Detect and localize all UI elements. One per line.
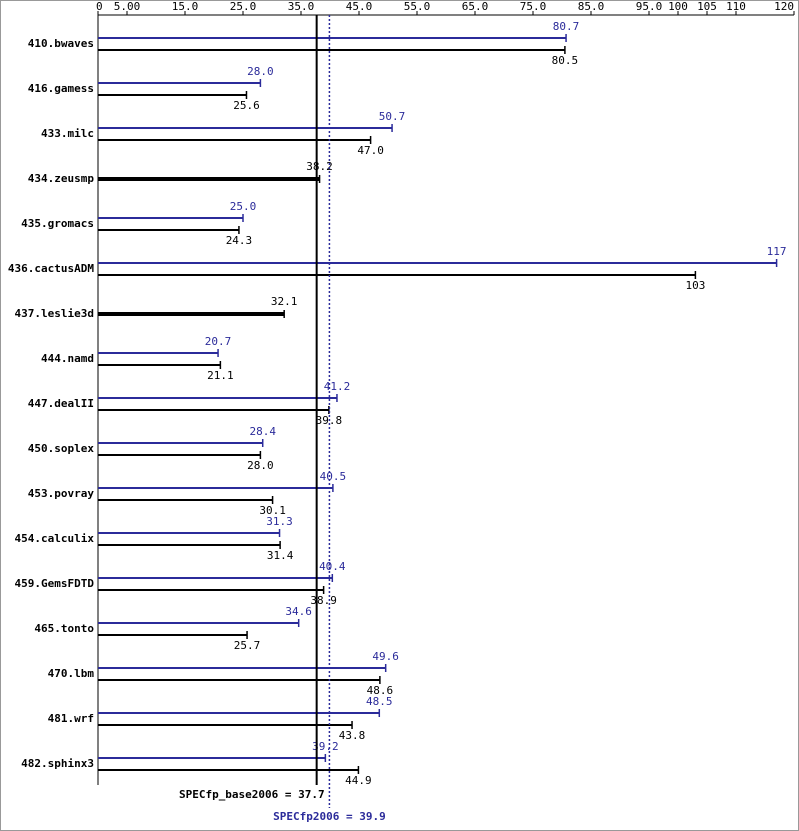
- value-label: 25.7: [234, 639, 261, 652]
- x-tick-label: 25.0: [230, 0, 257, 13]
- value-label: 103: [685, 279, 705, 292]
- x-tick-label: 75.0: [520, 0, 547, 13]
- value-label: 32.1: [271, 295, 298, 308]
- value-label: 31.3: [266, 515, 293, 528]
- x-tick-label: 65.0: [462, 0, 489, 13]
- benchmark-label: 444.namd: [41, 352, 94, 365]
- value-label: 21.1: [207, 369, 234, 382]
- benchmark-label: 459.GemsFDTD: [15, 577, 95, 590]
- benchmark-label: 433.milc: [41, 127, 94, 140]
- benchmark-label: 436.cactusADM: [8, 262, 94, 275]
- value-label: 24.3: [226, 234, 253, 247]
- x-tick-label: 95.0: [636, 0, 663, 13]
- value-label: 44.9: [345, 774, 372, 787]
- benchmark-label: 437.leslie3d: [15, 307, 94, 320]
- reference-label: SPECfp_base2006 = 37.7: [179, 788, 325, 801]
- x-tick-label: 120: [774, 0, 794, 13]
- benchmark-label: 447.dealII: [28, 397, 94, 410]
- x-tick-label: 85.0: [578, 0, 605, 13]
- benchmark-label: 454.calculix: [15, 532, 95, 545]
- value-label: 80.7: [553, 20, 580, 33]
- value-label: 41.2: [324, 380, 351, 393]
- benchmark-label: 482.sphinx3: [21, 757, 94, 770]
- value-label: 50.7: [379, 110, 406, 123]
- reference-label: SPECfp2006 = 39.9: [273, 810, 386, 823]
- value-label: 25.0: [230, 200, 257, 213]
- x-tick-label: 0: [96, 0, 103, 13]
- x-tick-label: 15.0: [172, 0, 199, 13]
- value-label: 28.4: [249, 425, 276, 438]
- value-label: 28.0: [247, 459, 274, 472]
- benchmark-label: 453.povray: [28, 487, 95, 500]
- x-tick-label: 105: [697, 0, 717, 13]
- value-label: 47.0: [357, 144, 384, 157]
- x-tick-label: 110: [726, 0, 746, 13]
- x-tick-label: 100: [668, 0, 688, 13]
- value-label: 40.5: [320, 470, 347, 483]
- value-label: 25.6: [233, 99, 260, 112]
- benchmark-label: 450.soplex: [28, 442, 95, 455]
- benchmark-label: 470.lbm: [48, 667, 95, 680]
- value-label: 48.6: [367, 684, 394, 697]
- x-tick-label: 35.0: [288, 0, 315, 13]
- value-label: 38.2: [306, 160, 333, 173]
- value-label: 30.1: [259, 504, 286, 517]
- value-label: 117: [767, 245, 787, 258]
- value-label: 20.7: [205, 335, 232, 348]
- benchmark-label: 416.gamess: [28, 82, 94, 95]
- value-label: 38.9: [310, 594, 337, 607]
- value-label: 48.5: [366, 695, 393, 708]
- value-label: 31.4: [267, 549, 294, 562]
- value-label: 43.8: [339, 729, 366, 742]
- x-tick-label: 55.0: [404, 0, 431, 13]
- benchmark-label: 410.bwaves: [28, 37, 94, 50]
- value-label: 39.2: [312, 740, 339, 753]
- value-label: 34.6: [285, 605, 312, 618]
- value-label: 49.6: [372, 650, 399, 663]
- value-label: 80.5: [552, 54, 579, 67]
- value-label: 40.4: [319, 560, 346, 573]
- benchmark-label: 481.wrf: [48, 712, 94, 725]
- benchmark-label: 434.zeusmp: [28, 172, 95, 185]
- benchmark-label: 435.gromacs: [21, 217, 94, 230]
- x-tick-label: 45.0: [346, 0, 373, 13]
- x-tick-label: 5.00: [114, 0, 141, 13]
- benchmark-label: 465.tonto: [34, 622, 94, 635]
- value-label: 28.0: [247, 65, 274, 78]
